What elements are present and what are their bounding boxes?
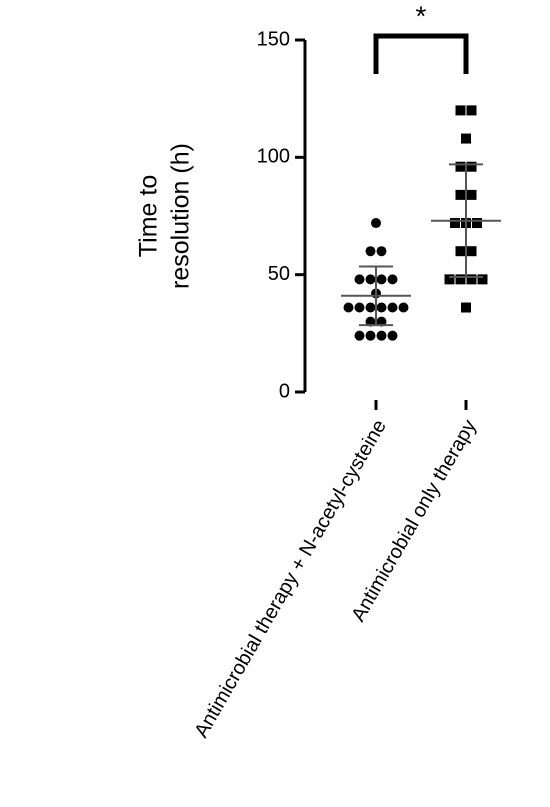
data-point <box>354 274 365 285</box>
data-point <box>455 246 466 257</box>
data-point <box>455 189 466 200</box>
data-point <box>466 161 477 172</box>
y-tick-label: 50 <box>268 263 290 285</box>
data-point <box>365 274 376 285</box>
data-point <box>354 330 365 341</box>
data-point <box>376 302 387 313</box>
data-point <box>387 302 398 313</box>
data-point <box>343 302 354 313</box>
data-point <box>455 105 466 116</box>
data-point <box>455 161 466 172</box>
y-axis-label: resolution (h) <box>167 143 195 289</box>
significance-label: * <box>416 0 427 31</box>
data-point <box>472 218 482 229</box>
data-point <box>461 302 471 313</box>
data-point <box>477 274 488 285</box>
data-point <box>365 316 376 327</box>
data-point <box>466 105 477 116</box>
data-point <box>354 302 365 313</box>
y-tick-label: 100 <box>257 146 290 168</box>
data-point <box>387 274 398 285</box>
data-point <box>365 330 376 341</box>
y-axis-label: Time to <box>135 175 163 257</box>
data-point <box>365 246 376 257</box>
data-point <box>376 246 387 257</box>
data-point <box>387 330 398 341</box>
significance-bracket <box>373 33 469 74</box>
data-point <box>466 246 477 257</box>
data-point <box>398 302 409 313</box>
data-point <box>450 218 460 229</box>
y-tick-label: 0 <box>279 380 290 402</box>
data-point <box>455 274 466 285</box>
data-point <box>376 316 387 327</box>
y-tick-label: 150 <box>257 28 290 50</box>
data-point <box>376 330 387 341</box>
data-point <box>466 189 477 200</box>
data-point <box>461 133 471 144</box>
data-point <box>376 274 387 285</box>
data-point <box>444 274 455 285</box>
data-point <box>365 302 376 313</box>
x-tick-label: Antimicrobial therapy + N-acetyl-cystein… <box>190 416 391 741</box>
data-point <box>371 218 381 229</box>
data-point <box>466 274 477 285</box>
